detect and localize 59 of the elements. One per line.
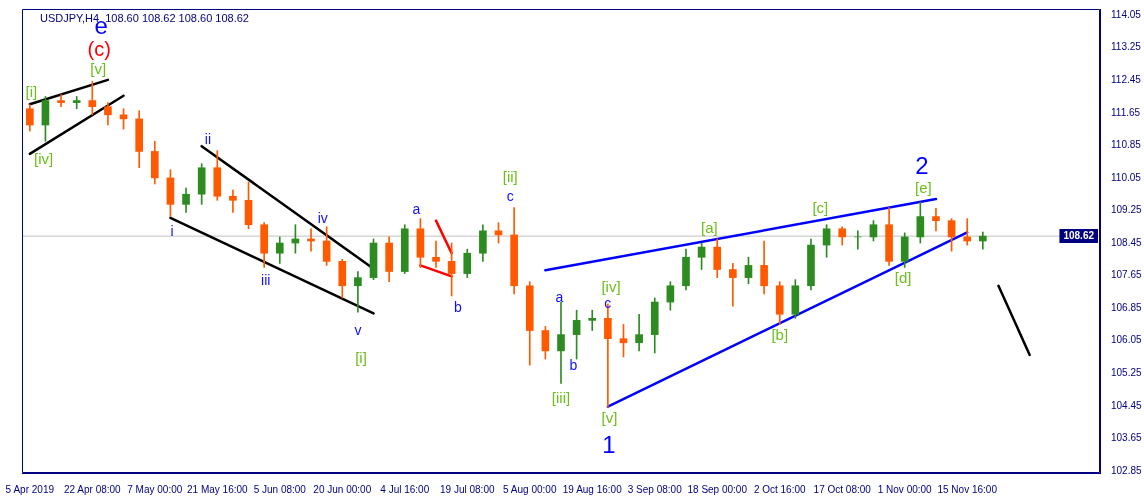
annotation: [v] (90, 60, 107, 78)
x-tick-label: 15 Nov 16:00 (937, 483, 998, 495)
annotation: b (453, 298, 462, 315)
x-tick-label: 19 Jul 08:00 (440, 483, 495, 495)
annotation: [v] (601, 409, 618, 427)
annotation: [e] (915, 179, 932, 197)
annotation: [iv] (33, 150, 54, 168)
y-tick-label: 109.25 (1111, 204, 1143, 216)
annotation: 2 (915, 152, 929, 180)
annotation: [d] (894, 269, 912, 287)
annotation: [iv] (601, 278, 621, 296)
annotation: [c] (812, 198, 829, 216)
x-tick-label: 3 Sep 08:00 (627, 483, 683, 495)
y-tick-label: 108.45 (1111, 236, 1143, 248)
y-tick-label: 113.25 (1111, 41, 1142, 53)
annotation: [i] (25, 82, 38, 100)
annotation: iv (317, 210, 328, 227)
x-tick-label: 4 Jul 16:00 (380, 483, 430, 495)
annotation: [a] (701, 219, 718, 237)
annotation: (c) (87, 38, 111, 61)
annotation: ii (204, 131, 212, 148)
x-tick-label: 1 Nov 00:00 (877, 483, 933, 495)
annotation: 1 (602, 431, 616, 459)
y-tick-label: 110.85 (1111, 139, 1142, 151)
y-tick-label: 107.65 (1111, 269, 1143, 281)
y-tick-label: 110.05 (1111, 171, 1142, 183)
x-tick-label: 21 May 16:00 (186, 483, 249, 495)
x-tick-label: 18 Sep 00:00 (687, 483, 748, 495)
annotation: b (569, 357, 578, 374)
x-tick-label: 5 Jun 08:00 (253, 483, 307, 495)
annotation: c (604, 294, 612, 311)
annotation: i (170, 223, 174, 240)
x-tick-label: 2 Oct 16:00 (753, 483, 807, 495)
annotation: v (354, 321, 362, 338)
x-tick-label: 7 May 00:00 (127, 483, 183, 495)
y-tick-label: 111.65 (1111, 106, 1141, 118)
annotation: c (506, 187, 514, 204)
annotation: a (412, 200, 421, 217)
y-tick-label: 112.45 (1111, 73, 1142, 85)
x-tick-label: 19 Aug 16:00 (562, 483, 623, 495)
y-tick-label: 104.45 (1111, 399, 1143, 411)
x-tick-label: 5 Apr 2019 (5, 483, 55, 495)
ref-line-label: 108.62 (1063, 229, 1095, 241)
annotation: [ii] (502, 168, 518, 186)
y-tick-label: 106.85 (1111, 301, 1143, 313)
annotation: [i] (355, 348, 367, 366)
y-tick-label: 106.05 (1111, 334, 1143, 346)
y-tick-label: 105.25 (1111, 367, 1143, 379)
y-tick-label: 114.05 (1111, 8, 1142, 20)
x-tick-label: 5 Aug 00:00 (503, 483, 557, 495)
x-tick-label: 17 Oct 08:00 (813, 483, 872, 495)
annotation: a (555, 288, 564, 305)
annotation: [iii] (551, 388, 571, 406)
y-tick-label: 102.85 (1111, 464, 1143, 476)
annotation: [b] (771, 326, 789, 344)
x-tick-label: 20 Jun 00:00 (313, 483, 372, 495)
annotation: iii (261, 272, 271, 289)
y-tick-label: 103.65 (1111, 432, 1143, 444)
x-tick-label: 22 Apr 08:00 (63, 483, 122, 495)
